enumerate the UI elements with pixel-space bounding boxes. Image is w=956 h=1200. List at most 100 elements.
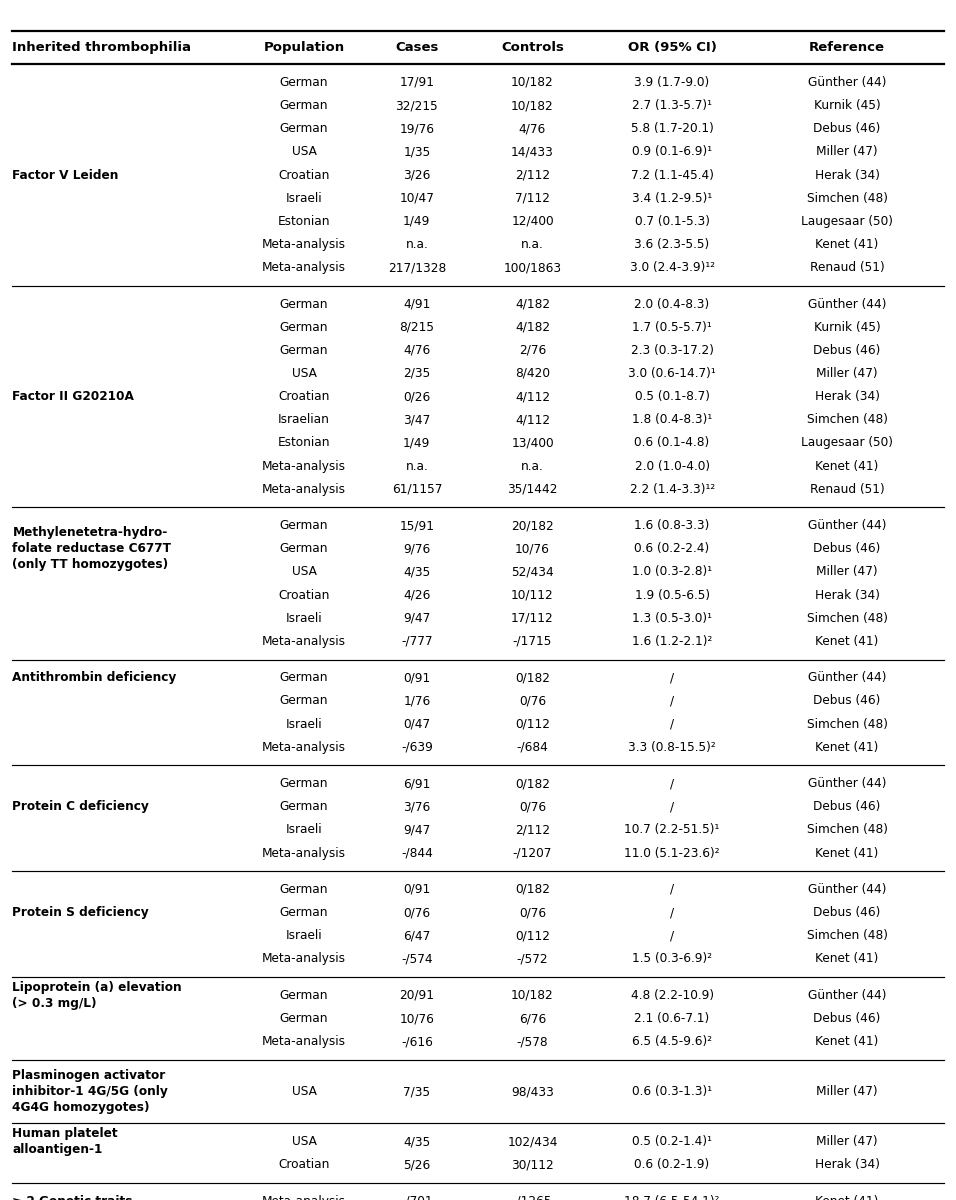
Text: 3.6 (2.3-5.5): 3.6 (2.3-5.5) [635, 238, 709, 251]
Text: 7.2 (1.1-45.4): 7.2 (1.1-45.4) [631, 168, 713, 181]
Text: Cases: Cases [395, 41, 439, 54]
Text: 4/76: 4/76 [519, 122, 546, 136]
Text: German: German [280, 76, 328, 89]
Text: /: / [670, 695, 674, 708]
Text: 1.6 (1.2-2.1)²: 1.6 (1.2-2.1)² [632, 635, 712, 648]
Text: Laugesaar (50): Laugesaar (50) [801, 437, 893, 450]
Text: 0/91: 0/91 [403, 883, 430, 896]
Text: Meta-analysis: Meta-analysis [262, 262, 346, 274]
Text: 11.0 (5.1-23.6)²: 11.0 (5.1-23.6)² [624, 847, 720, 859]
Text: OR (95% CI): OR (95% CI) [628, 41, 716, 54]
Text: USA: USA [292, 1135, 316, 1148]
Text: 0.5 (0.1-8.7): 0.5 (0.1-8.7) [635, 390, 709, 403]
Text: Estonian: Estonian [278, 437, 330, 450]
Text: 10/47: 10/47 [400, 192, 434, 205]
Text: 1.7 (0.5-5.7)¹: 1.7 (0.5-5.7)¹ [632, 320, 712, 334]
Text: Miller (47): Miller (47) [816, 1085, 878, 1098]
Text: Population: Population [264, 41, 344, 54]
Text: Factor V Leiden: Factor V Leiden [12, 168, 119, 181]
Text: Günther (44): Günther (44) [808, 778, 886, 790]
Text: Renaud (51): Renaud (51) [810, 482, 884, 496]
Text: German: German [280, 671, 328, 684]
Text: German: German [280, 778, 328, 790]
Text: 3/76: 3/76 [403, 800, 430, 814]
Text: Kenet (41): Kenet (41) [815, 1036, 879, 1048]
Text: Laugesaar (50): Laugesaar (50) [801, 215, 893, 228]
Text: 2/76: 2/76 [519, 344, 546, 356]
Text: 13/400: 13/400 [511, 437, 554, 450]
Text: Kenet (41): Kenet (41) [815, 635, 879, 648]
Text: 102/434: 102/434 [508, 1135, 557, 1148]
Text: Reference: Reference [809, 41, 885, 54]
Text: Meta-analysis: Meta-analysis [262, 482, 346, 496]
Text: 4/182: 4/182 [515, 320, 550, 334]
Text: Simchen (48): Simchen (48) [807, 413, 887, 426]
Text: 4/26: 4/26 [403, 589, 430, 601]
Text: 2/112: 2/112 [515, 168, 550, 181]
Text: 8/215: 8/215 [400, 320, 434, 334]
Text: USA: USA [292, 367, 316, 380]
Text: 6/91: 6/91 [403, 778, 430, 790]
Text: 0.6 (0.1-4.8): 0.6 (0.1-4.8) [635, 437, 709, 450]
Text: 10/182: 10/182 [511, 989, 554, 1002]
Text: Kenet (41): Kenet (41) [815, 1195, 879, 1200]
Text: Protein C deficiency: Protein C deficiency [12, 800, 149, 814]
Text: Controls: Controls [501, 41, 564, 54]
Text: -/701: -/701 [401, 1195, 433, 1200]
Text: 6/76: 6/76 [519, 1012, 546, 1025]
Text: Israeli: Israeli [286, 612, 322, 625]
Text: Renaud (51): Renaud (51) [810, 262, 884, 274]
Text: 0.9 (0.1-6.9)¹: 0.9 (0.1-6.9)¹ [632, 145, 712, 158]
Text: Meta-analysis: Meta-analysis [262, 1195, 346, 1200]
Text: Günther (44): Günther (44) [808, 298, 886, 311]
Text: Debus (46): Debus (46) [814, 122, 880, 136]
Text: -/1207: -/1207 [512, 847, 553, 859]
Text: 9/76: 9/76 [403, 542, 430, 556]
Text: 3/26: 3/26 [403, 168, 430, 181]
Text: German: German [280, 298, 328, 311]
Text: Simchen (48): Simchen (48) [807, 823, 887, 836]
Text: 1.8 (0.4-8.3)¹: 1.8 (0.4-8.3)¹ [632, 413, 712, 426]
Text: 15/91: 15/91 [400, 520, 434, 532]
Text: Israeli: Israeli [286, 192, 322, 205]
Text: 100/1863: 100/1863 [504, 262, 561, 274]
Text: USA: USA [292, 565, 316, 578]
Text: 0.5 (0.2-1.4)¹: 0.5 (0.2-1.4)¹ [632, 1135, 712, 1148]
Text: Meta-analysis: Meta-analysis [262, 635, 346, 648]
Text: Miller (47): Miller (47) [816, 367, 878, 380]
Text: Kenet (41): Kenet (41) [815, 460, 879, 473]
Text: Miller (47): Miller (47) [816, 145, 878, 158]
Text: Herak (34): Herak (34) [815, 168, 880, 181]
Text: /: / [670, 906, 674, 919]
Text: Kurnik (45): Kurnik (45) [814, 320, 880, 334]
Text: Methylenetetra-hydro-
folate reductase C677T
(only TT homozygotes): Methylenetetra-hydro- folate reductase C… [12, 527, 171, 571]
Text: German: German [280, 989, 328, 1002]
Text: Meta-analysis: Meta-analysis [262, 460, 346, 473]
Text: 2/35: 2/35 [403, 367, 430, 380]
Text: 17/91: 17/91 [400, 76, 434, 89]
Text: 32/215: 32/215 [396, 100, 438, 112]
Text: 3.3 (0.8-15.5)²: 3.3 (0.8-15.5)² [628, 740, 716, 754]
Text: -/684: -/684 [516, 740, 549, 754]
Text: Debus (46): Debus (46) [814, 695, 880, 708]
Text: 4/76: 4/76 [403, 344, 430, 356]
Text: n.a.: n.a. [405, 460, 428, 473]
Text: 0/182: 0/182 [515, 671, 550, 684]
Text: 10/182: 10/182 [511, 100, 554, 112]
Text: 18.7 (6.5-54.1)²: 18.7 (6.5-54.1)² [624, 1195, 720, 1200]
Text: 0/26: 0/26 [403, 390, 430, 403]
Text: German: German [280, 695, 328, 708]
Text: 4/35: 4/35 [403, 1135, 430, 1148]
Text: -/844: -/844 [401, 847, 433, 859]
Text: 5.8 (1.7-20.1): 5.8 (1.7-20.1) [631, 122, 713, 136]
Text: Simchen (48): Simchen (48) [807, 929, 887, 942]
Text: 4/35: 4/35 [403, 565, 430, 578]
Text: Croatian: Croatian [278, 589, 330, 601]
Text: 4/112: 4/112 [515, 413, 550, 426]
Text: Debus (46): Debus (46) [814, 344, 880, 356]
Text: 4/112: 4/112 [515, 390, 550, 403]
Text: Meta-analysis: Meta-analysis [262, 740, 346, 754]
Text: -/777: -/777 [402, 635, 432, 648]
Text: Croatian: Croatian [278, 1158, 330, 1171]
Text: 10/76: 10/76 [400, 1012, 434, 1025]
